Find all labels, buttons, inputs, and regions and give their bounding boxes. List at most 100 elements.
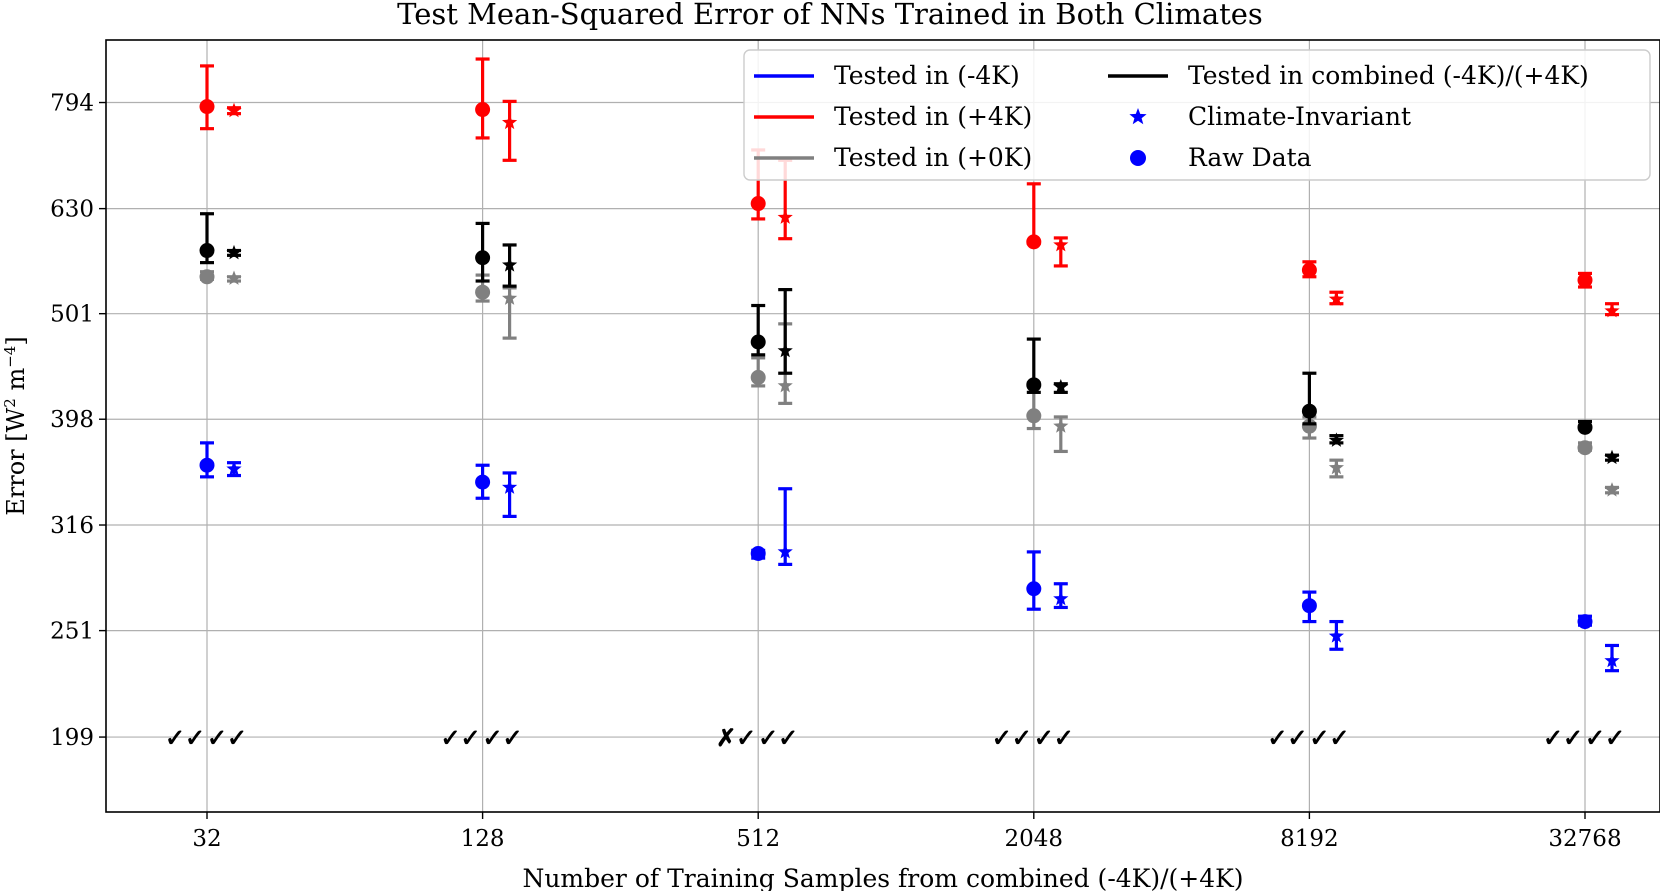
status-marker-gray: ✓ — [778, 723, 798, 752]
climate-invariant-point — [226, 244, 242, 260]
x-tick-label: 128 — [461, 826, 505, 852]
climate-invariant-point — [1328, 459, 1344, 475]
bottom-markers: ✓ ✓ ✓ ✓ ✓ ✓ ✓ ✓ ✗ ✓ ✓ ✓ ✓ ✓ ✓ ✓ ✓ ✓ ✓ ✓ ✓ ✓ ✓ ✓ — [165, 723, 1625, 752]
raw-data-point — [1026, 234, 1042, 250]
y-tick-label: 630 — [50, 197, 94, 223]
legend-label: Tested in combined (-4K)/(+4K) — [1188, 61, 1589, 90]
climate-invariant-point — [1053, 590, 1069, 606]
status-marker-blue: ✗ — [716, 723, 736, 752]
climate-invariant-point — [1604, 482, 1620, 497]
climate-invariant-point — [1604, 652, 1620, 668]
legend-star-icon — [1129, 108, 1147, 125]
status-marker-blue: ✓ — [992, 723, 1012, 752]
raw-data-point — [750, 196, 766, 212]
y-tick-label: 794 — [50, 91, 94, 117]
legend-label: Tested in (-4K) — [834, 61, 1020, 90]
status-marker-black: ✓ — [207, 723, 227, 752]
raw-data-point — [199, 269, 215, 285]
legend-label: Raw Data — [1188, 143, 1312, 172]
climate-invariant-point — [777, 543, 793, 559]
y-tick-label: 251 — [50, 619, 94, 645]
y-tick-label: 316 — [50, 513, 94, 539]
status-marker-blue: ✓ — [441, 723, 461, 752]
climate-invariant-point — [1053, 418, 1069, 433]
status-marker-gray: ✓ — [1329, 723, 1349, 752]
raw-data-point — [1577, 272, 1593, 288]
status-marker-blue: ✓ — [165, 723, 185, 752]
x-tick-label: 512 — [736, 826, 780, 852]
y-axis-label: Error [W2 m−4] — [1, 336, 30, 515]
raw-data-point — [475, 102, 491, 118]
status-marker-red: ✓ — [1563, 723, 1583, 752]
status-marker-red: ✓ — [736, 723, 756, 752]
raw-data-point — [475, 250, 491, 266]
status-marker-blue: ✓ — [1543, 723, 1563, 752]
status-marker-red: ✓ — [1012, 723, 1032, 752]
raw-data-point — [199, 243, 215, 259]
data-series — [199, 57, 1620, 673]
x-axis-label: Number of Training Samples from combined… — [522, 864, 1243, 891]
status-marker-gray: ✓ — [227, 723, 247, 752]
legend-label: Tested in (+0K) — [834, 143, 1032, 172]
status-marker-red: ✓ — [1287, 723, 1307, 752]
legend-label: Climate-Invariant — [1188, 102, 1411, 131]
x-tick-label: 32768 — [1548, 826, 1621, 852]
x-tick-label: 2048 — [1005, 826, 1064, 852]
raw-data-point — [475, 474, 491, 490]
climate-invariant-point — [1604, 449, 1620, 465]
climate-invariant-point — [502, 479, 518, 494]
climate-invariant-point — [1328, 628, 1344, 643]
climate-invariant-point — [226, 102, 242, 118]
chart-title: Test Mean-Squared Error of NNs Trained i… — [397, 0, 1263, 31]
status-marker-black: ✓ — [758, 723, 778, 752]
raw-data-point — [1026, 581, 1042, 597]
climate-invariant-point — [1053, 237, 1069, 252]
raw-data-point — [1301, 598, 1317, 614]
status-marker-black: ✓ — [483, 723, 503, 752]
x-tick-label: 8192 — [1280, 826, 1339, 852]
plot-frame — [105, 39, 1660, 813]
raw-data-point — [750, 334, 766, 350]
climate-invariant-point — [502, 290, 518, 305]
climate-invariant-point — [226, 461, 242, 476]
raw-data-point — [1577, 440, 1593, 456]
status-marker-gray: ✓ — [503, 723, 523, 752]
climate-invariant-point — [226, 270, 242, 285]
y-tick-label: 501 — [50, 302, 94, 328]
status-marker-red: ✓ — [185, 723, 205, 752]
y-tick-label: 398 — [50, 407, 94, 433]
climate-invariant-point — [777, 342, 793, 358]
y-tick-label: 199 — [50, 725, 94, 751]
status-marker-black: ✓ — [1585, 723, 1605, 752]
climate-invariant-point — [1604, 302, 1620, 318]
status-marker-blue: ✓ — [1267, 723, 1287, 752]
x-axis: 32 128 512 2048 8192 32768 — [192, 812, 1622, 852]
status-marker-gray: ✓ — [1605, 723, 1625, 752]
climate-invariant-point — [777, 377, 793, 393]
y-axis: 199 251 316 398 501 630 794 — [50, 91, 106, 751]
legend: Tested in (-4K) Tested in (+4K) Tested in … — [743, 49, 1651, 181]
status-marker-gray: ✓ — [1054, 723, 1074, 752]
climate-invariant-point — [1053, 379, 1069, 394]
status-marker-black: ✓ — [1034, 723, 1054, 752]
raw-data-point — [750, 369, 766, 385]
status-marker-black: ✓ — [1309, 723, 1329, 752]
raw-data-point — [1301, 262, 1317, 278]
climate-invariant-point — [502, 114, 518, 130]
status-marker-red: ✓ — [461, 723, 481, 752]
legend-circle-icon — [1130, 150, 1146, 166]
x-tick-label: 32 — [192, 826, 221, 852]
raw-data-point — [1577, 614, 1593, 630]
climate-invariant-point — [1328, 291, 1344, 306]
climate-invariant-point — [502, 257, 518, 272]
climate-invariant-point — [1328, 432, 1344, 447]
raw-data-point — [1026, 408, 1042, 424]
legend-box — [743, 49, 1651, 181]
climate-invariant-point — [777, 209, 793, 224]
raw-data-point — [750, 545, 766, 561]
raw-data-point — [475, 284, 491, 300]
raw-data-point — [199, 457, 215, 473]
raw-data-point — [199, 99, 215, 115]
legend-label: Tested in (+4K) — [834, 102, 1032, 131]
